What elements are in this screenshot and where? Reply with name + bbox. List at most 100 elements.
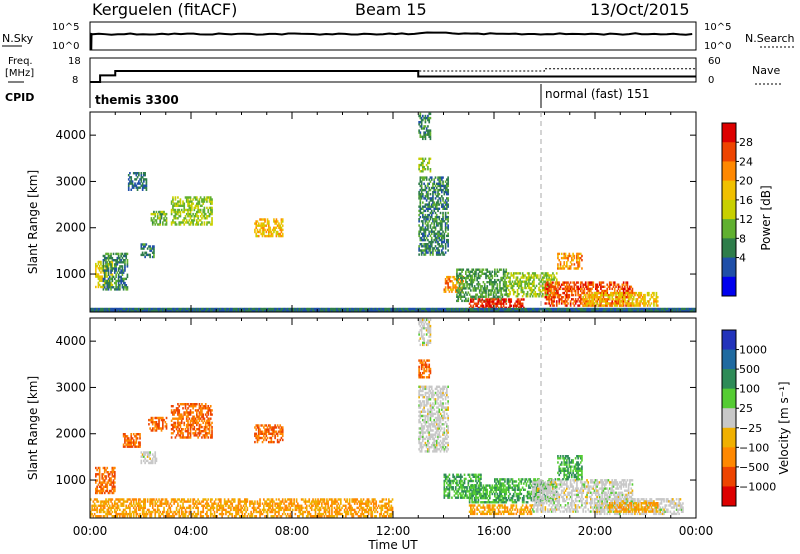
data-cell [418, 131, 420, 134]
data-cell [117, 256, 120, 260]
data-cell [136, 176, 139, 179]
data-cell [390, 309, 393, 313]
data-cell [491, 300, 494, 303]
data-cell [159, 309, 162, 313]
data-cell [427, 251, 429, 254]
data-cell [316, 307, 318, 311]
data-cell [434, 240, 437, 244]
data-cell [615, 307, 617, 311]
data-cell [566, 289, 568, 293]
data-cell [624, 300, 626, 303]
data-cell [112, 307, 115, 311]
data-cell [656, 307, 659, 311]
data-cell [225, 309, 227, 313]
data-cell [98, 479, 101, 482]
data-cell [261, 234, 264, 238]
data-cell [386, 309, 389, 313]
data-cell [164, 421, 167, 424]
data-cell [558, 296, 561, 299]
data-cell [591, 307, 593, 311]
data-cell [550, 302, 553, 305]
data-cell [178, 411, 181, 414]
data-cell [598, 298, 601, 301]
data-cell [179, 204, 182, 207]
data-cell [444, 190, 447, 194]
data-cell [114, 271, 116, 274]
data-cell [280, 218, 283, 221]
data-cell [429, 116, 432, 120]
data-cell [140, 459, 143, 463]
data-cell [438, 207, 441, 210]
data-cell [573, 289, 576, 293]
data-cell [261, 436, 264, 440]
data-cell [596, 291, 598, 295]
data-cell [438, 309, 441, 313]
data-cell [155, 219, 158, 222]
data-cell [126, 439, 129, 442]
noise-sky-line [90, 31, 693, 50]
data-cell [563, 300, 566, 303]
data-cell [444, 213, 447, 217]
data-cell [110, 477, 112, 480]
data-cell [105, 263, 107, 266]
data-cell [207, 210, 210, 214]
data-cell [491, 276, 494, 280]
data-cell [141, 182, 144, 185]
data-cell [654, 309, 656, 313]
data-cell [148, 461, 150, 465]
data-cell [211, 409, 213, 412]
data-cell [103, 481, 106, 484]
data-cell [563, 283, 566, 286]
data-cell [201, 407, 203, 410]
data-cell [530, 286, 533, 290]
data-cell [96, 489, 98, 493]
data-cell [184, 405, 187, 408]
data-cell [419, 228, 422, 231]
data-cell [583, 298, 586, 301]
data-cell [111, 267, 114, 270]
data-cell [211, 425, 213, 429]
data-cell [124, 439, 126, 442]
data-cell [125, 309, 128, 313]
data-cell [427, 218, 429, 221]
data-cell [422, 309, 424, 313]
data-cell [170, 212, 173, 216]
data-cell [475, 297, 477, 300]
data-cell [193, 219, 196, 222]
data-cell [576, 300, 578, 303]
data-cell [632, 307, 635, 311]
data-cell [543, 276, 545, 279]
data-cell [273, 430, 275, 433]
data-cell [112, 479, 115, 482]
data-cell [476, 268, 478, 271]
data-cell [162, 418, 164, 422]
data-cell [420, 135, 423, 138]
data-cell [423, 188, 425, 192]
data-cell [444, 290, 447, 293]
data-cell [191, 202, 193, 205]
data-cell [634, 291, 636, 295]
data-cell [100, 489, 102, 493]
data-cell [643, 309, 645, 313]
data-cell [98, 489, 101, 493]
data-cell [114, 500, 116, 503]
data-cell [127, 439, 130, 442]
data-cell [422, 165, 424, 169]
data-cell [323, 309, 326, 313]
data-cell [398, 307, 400, 311]
data-cell [92, 309, 95, 313]
data-cell [179, 223, 182, 226]
data-cell [462, 287, 465, 290]
data-cell [111, 466, 114, 470]
data-cell [601, 307, 603, 311]
data-cell [459, 295, 462, 298]
data-cell [545, 274, 548, 277]
data-cell [283, 309, 285, 313]
data-cell [611, 296, 614, 299]
data-cell [129, 172, 131, 175]
data-cell [544, 307, 547, 311]
data-cell [423, 165, 425, 169]
data-cell [116, 288, 119, 291]
data-cell [615, 296, 617, 299]
data-cell [388, 309, 390, 313]
